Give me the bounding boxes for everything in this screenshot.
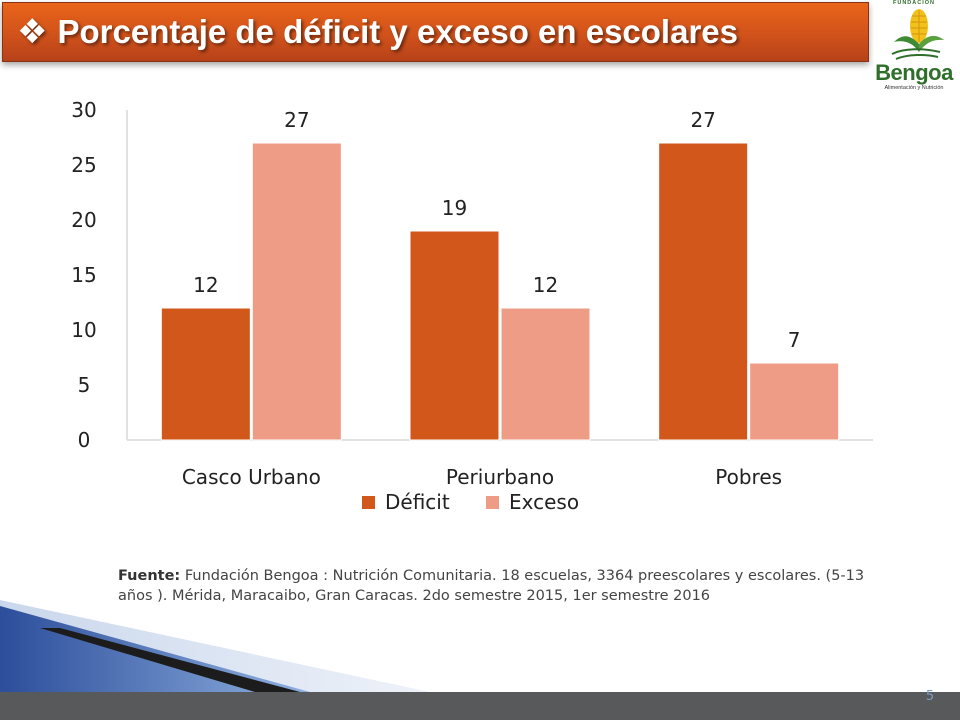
y-tick-label: 15 bbox=[71, 263, 96, 287]
data-label: 12 bbox=[533, 273, 558, 297]
y-tick-label: 30 bbox=[71, 98, 96, 122]
logo-name: Bengoa bbox=[875, 60, 953, 85]
category-label: Pobres bbox=[715, 465, 782, 489]
slide-title: Porcentaje de déficit y exceso en escola… bbox=[57, 13, 738, 50]
y-tick-label: 10 bbox=[71, 318, 96, 342]
legend-label: Exceso bbox=[509, 490, 579, 514]
bar bbox=[500, 307, 591, 441]
footer-bar bbox=[0, 692, 960, 720]
logo-subtitle: Alimentación y Nutrición bbox=[884, 85, 944, 91]
bar bbox=[251, 142, 342, 441]
y-tick-label: 25 bbox=[71, 153, 96, 177]
data-label: 12 bbox=[193, 273, 218, 297]
source-label: Fuente: bbox=[118, 568, 181, 584]
y-tick-label: 20 bbox=[71, 208, 96, 232]
bar bbox=[749, 362, 840, 441]
legend-swatch bbox=[486, 496, 499, 509]
page-number: 5 bbox=[925, 689, 935, 704]
data-label: 27 bbox=[690, 108, 715, 132]
legend-label: Déficit bbox=[385, 490, 450, 514]
y-tick-label: 5 bbox=[78, 373, 91, 397]
logo-top-text: FUNDACIÓN bbox=[893, 0, 935, 6]
bar bbox=[658, 142, 749, 441]
y-tick-label: 0 bbox=[78, 428, 91, 452]
category-label: Periurbano bbox=[446, 465, 554, 489]
data-label: 19 bbox=[442, 196, 467, 220]
bar bbox=[409, 230, 500, 441]
title-bar: ❖ Porcentaje de déficit y exceso en esco… bbox=[2, 2, 869, 62]
logo: FUNDACIÓN Bengoa Alimentación y Nutrició… bbox=[874, 0, 954, 96]
title-bullet-icon: ❖ bbox=[17, 12, 48, 52]
category-label: Casco Urbano bbox=[182, 465, 321, 489]
legend-swatch bbox=[362, 496, 375, 509]
corn-logo-icon bbox=[891, 9, 944, 60]
data-label: 27 bbox=[284, 108, 309, 132]
bar bbox=[160, 307, 251, 441]
source-note: Fuente: Fundación Bengoa : Nutrición Com… bbox=[118, 566, 878, 606]
data-label: 7 bbox=[788, 328, 801, 352]
source-text: Fundación Bengoa : Nutrición Comunitaria… bbox=[118, 568, 865, 604]
